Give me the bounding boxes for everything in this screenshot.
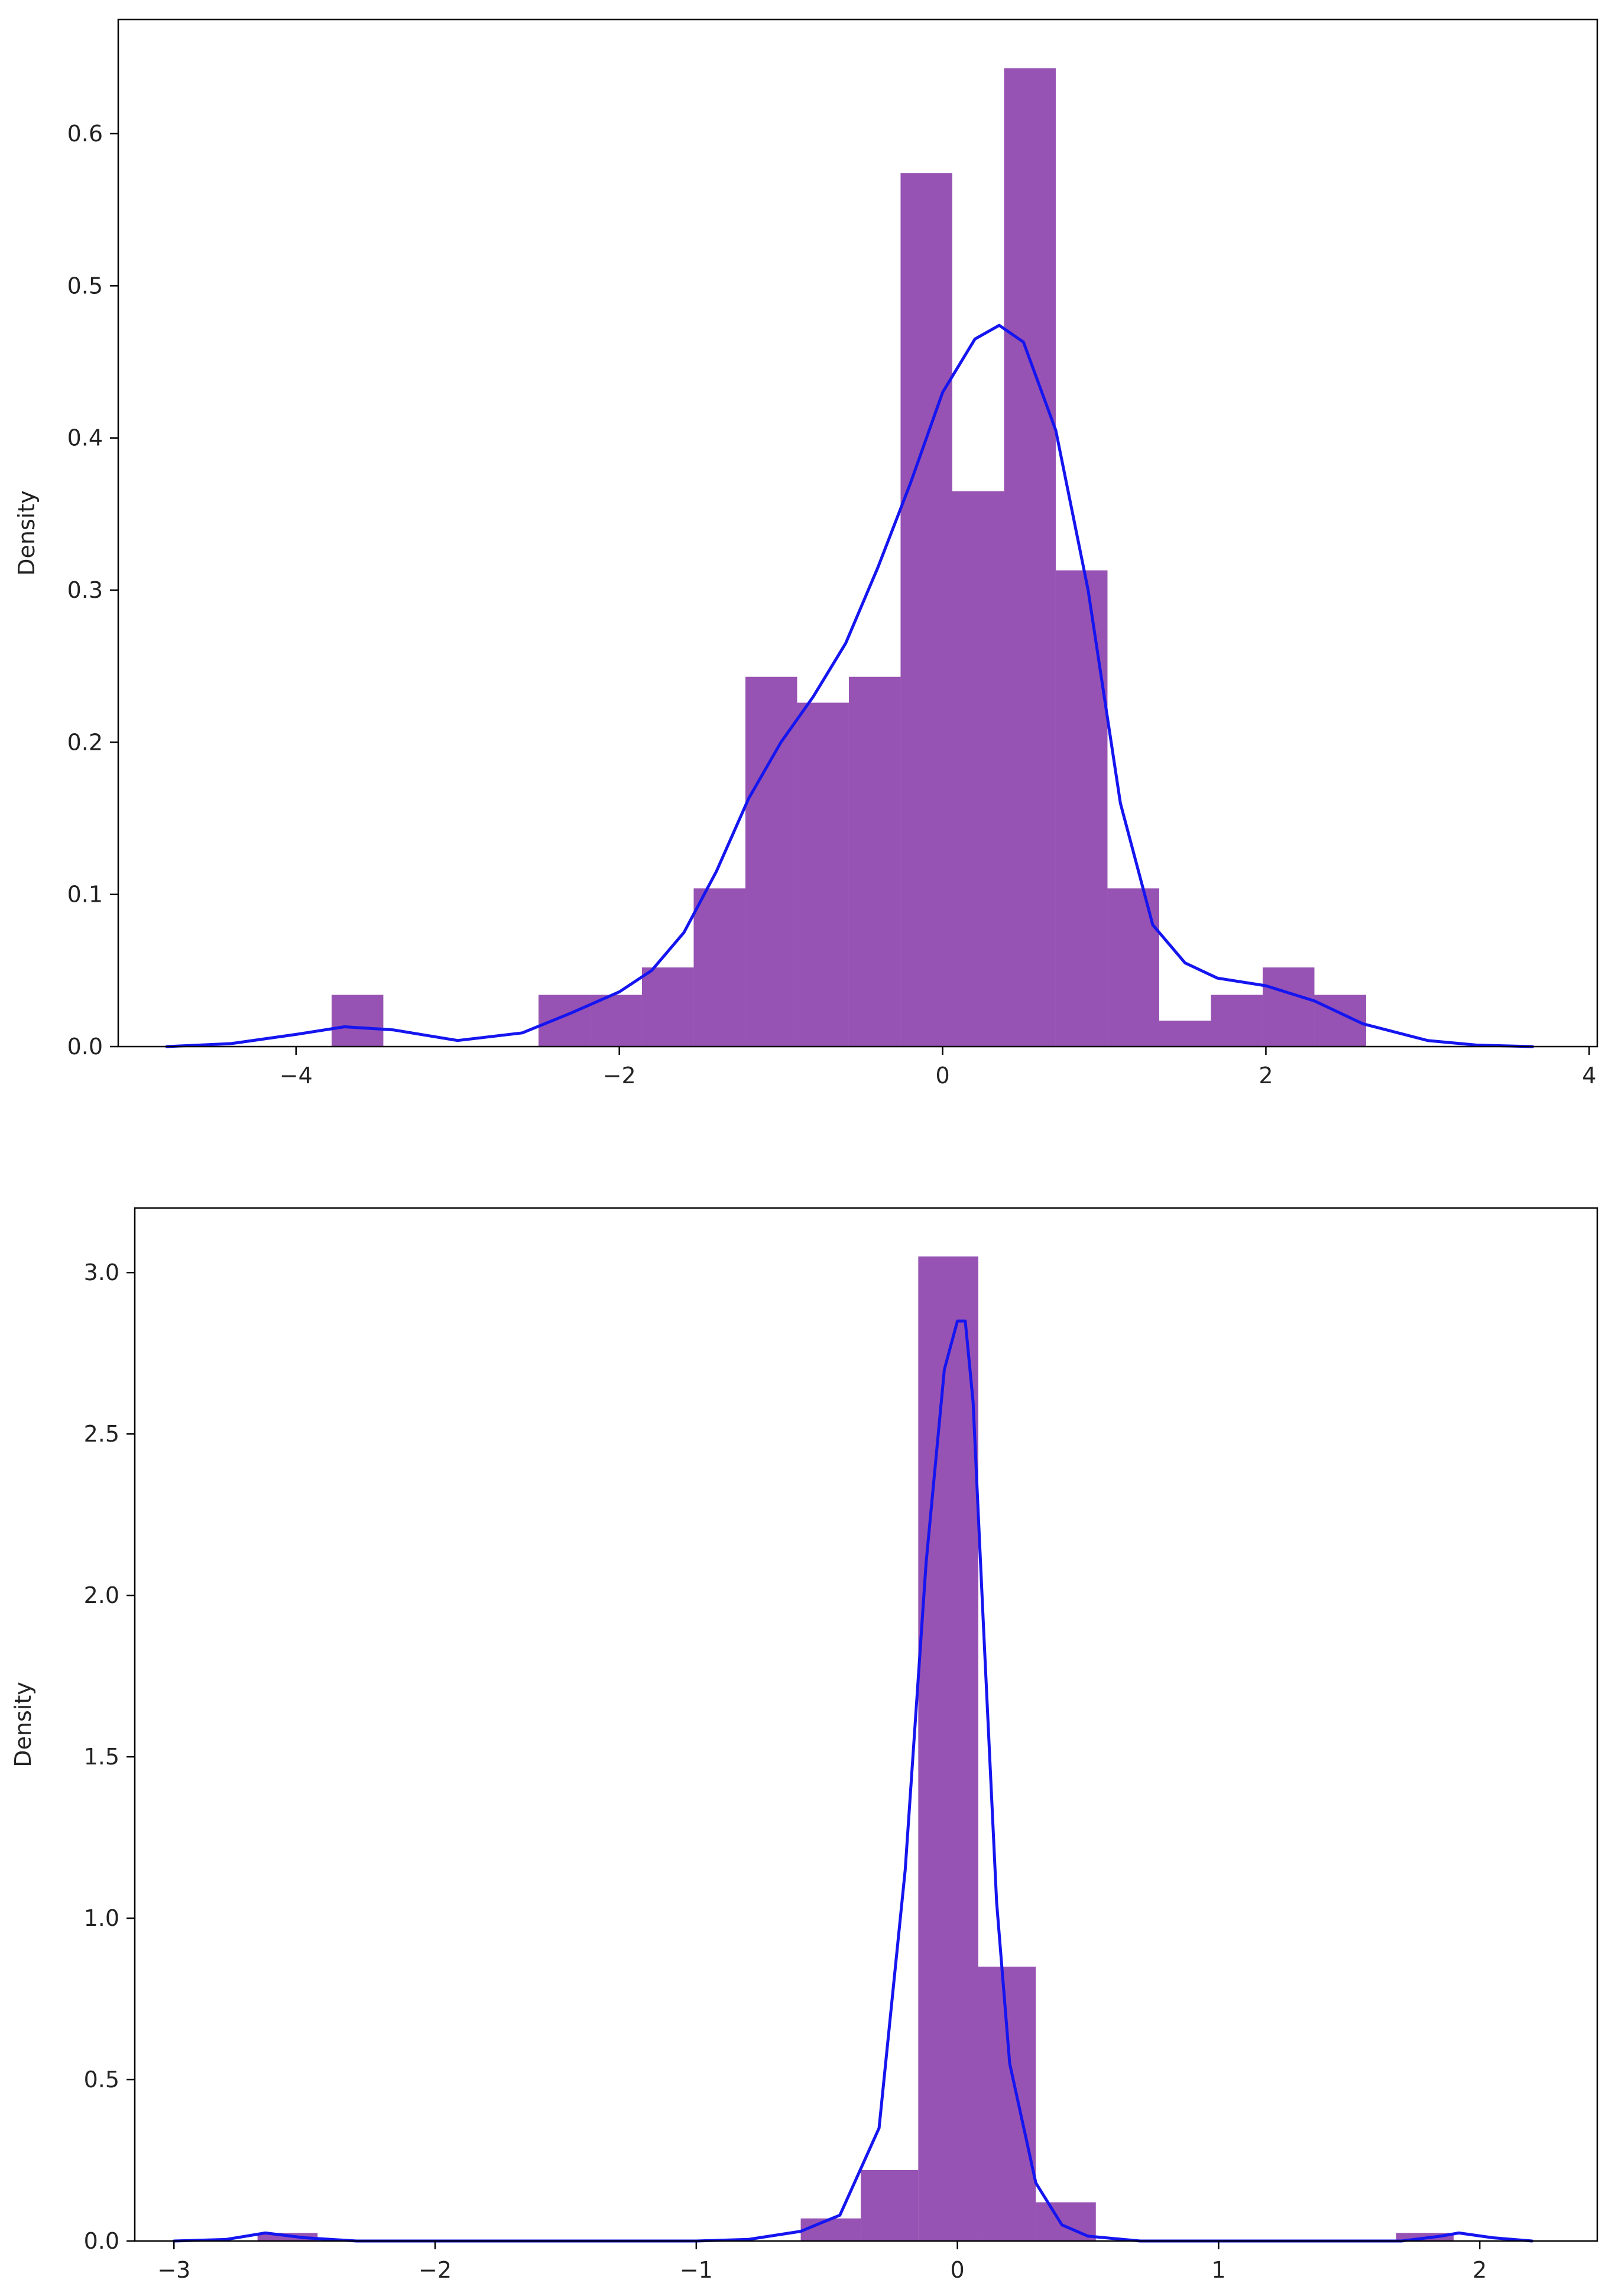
histogram-bar [952,491,1004,1047]
histogram-bar [590,995,642,1047]
x-tick-label: −2 [419,2257,452,2283]
histogram-bar [641,967,694,1047]
x-tick-label: 2 [1259,1063,1273,1089]
histogram-panel-top: −4 −2 0 2 4 0.0 0.1 0.2 0.3 0.4 0.5 0.6 Density [14,18,1598,1089]
x-tick-label: 0 [935,1063,949,1089]
y-tick-label: 0.4 [67,425,103,451]
histogram-bar [538,995,591,1047]
histogram-bar [1262,967,1315,1047]
y-tick-label: 2.5 [84,1421,119,1447]
y-tick-label: 0.0 [84,2228,119,2254]
histogram-panel-bottom: −3 −2 −1 0 1 2 0.0 0.5 1.0 1.5 2.0 2.5 3.0 Density [10,1207,1598,2283]
histogram-bar [978,1966,1036,2241]
histogram-bar [900,173,952,1047]
histogram-bar [800,2218,861,2241]
histogram-bar [1055,570,1108,1047]
x-tick-label: −3 [157,2257,190,2283]
histogram-bar [861,2169,919,2241]
y-tick-label: 0.5 [84,2067,119,2093]
y-tick-label: 0.1 [67,882,103,908]
histogram-bar [693,888,745,1047]
y-tick-label: 1.5 [84,1744,119,1770]
histogram-bar [918,1256,978,2241]
y-tick-label: 0.3 [67,577,103,603]
y-tick-label: 0.2 [67,729,103,755]
axes-frame [117,18,1598,1048]
y-axis-label: Density [10,1682,36,1767]
histogram-bar [1211,995,1263,1047]
kde-line [165,323,1535,1048]
x-tick-label: −2 [603,1063,636,1089]
y-tick-label: 3.0 [84,1259,119,1285]
y-tick-label: 1.0 [84,1905,119,1931]
x-tick-label: −1 [680,2257,713,2283]
kde-line [172,1319,1534,2243]
x-tick-label: 1 [1211,2257,1225,2283]
x-tick-label: 0 [951,2257,965,2283]
y-axis-label: Density [14,490,40,575]
x-tick-label: 4 [1582,1063,1596,1089]
histogram-bar [745,676,797,1047]
x-tick-label: 2 [1473,2257,1487,2283]
histogram-bar [1159,1021,1211,1047]
axes-frame [134,1207,1598,2242]
histogram-bar [331,995,384,1047]
x-tick-label: −4 [280,1063,313,1089]
y-tick-label: 2.0 [84,1582,119,1608]
histogram-bar [1107,888,1159,1047]
histogram-bar [848,676,901,1047]
y-tick-label: 0.6 [67,121,103,147]
histogram-bar [1004,68,1056,1047]
y-tick-label: 0.5 [67,273,103,299]
y-tick-label: 0.0 [67,1034,103,1060]
histogram-bar [797,702,849,1047]
